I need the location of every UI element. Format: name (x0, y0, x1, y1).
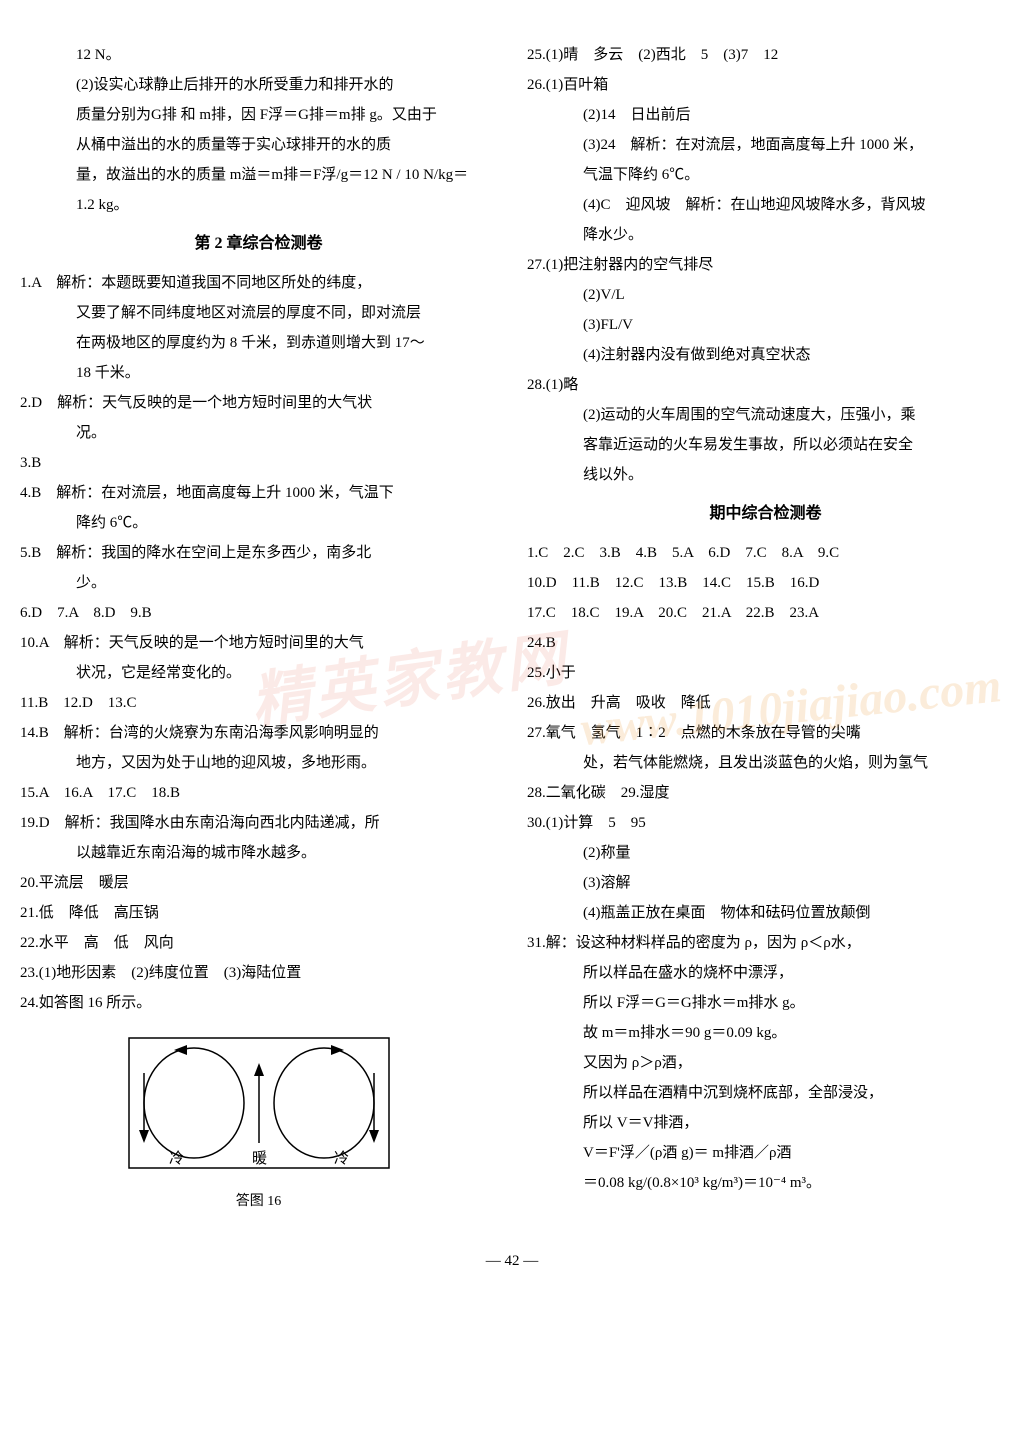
page-number: — 42 — (20, 1246, 1004, 1276)
answer-line: 24.如答图 16 所示。 (20, 988, 497, 1018)
answer-line: 所以样品在酒精中沉到烧杯底部，全部浸没， (527, 1078, 1004, 1108)
text-line: 1.2 kg。 (20, 190, 497, 220)
answer-line: (2)运动的火车周围的空气流动速度大，压强小，乘 (527, 400, 1004, 430)
answer-line: (3)24 解析：在对流层，地面高度每上升 1000 米， (527, 130, 1004, 160)
answer-line: 故 m＝m排水＝90 g＝0.09 kg。 (527, 1018, 1004, 1048)
text-line: 量，故溢出的水的质量 m溢＝m排＝F浮/g＝12 N / 10 N/kg＝ (20, 160, 497, 190)
text-line: (2)设实心球静止后排开的水所受重力和排开水的 (20, 70, 497, 100)
answer-line: 5.B 解析：我国的降水在空间上是东多西少，南多北 (20, 538, 497, 568)
answer-line: ＝0.08 kg/(0.8×10³ kg/m³)＝10⁻⁴ m³。 (527, 1168, 1004, 1198)
answer-line: 25.(1)晴 多云 (2)西北 5 (3)7 12 (527, 40, 1004, 70)
answer-line: 处，若气体能燃烧，且发出淡蓝色的火焰，则为氢气 (527, 748, 1004, 778)
answer-line: (2)14 日出前后 (527, 100, 1004, 130)
answer-line: 27.氧气 氢气 1∶2 点燃的木条放在导管的尖嘴 (527, 718, 1004, 748)
answer-line: 所以样品在盛水的烧杯中漂浮， (527, 958, 1004, 988)
answer-line: 23.(1)地形因素 (2)纬度位置 (3)海陆位置 (20, 958, 497, 988)
answer-line: 况。 (20, 418, 497, 448)
answer-line: V＝F'浮／(ρ酒 g)＝ m排酒／ρ酒 (527, 1138, 1004, 1168)
answer-line: 25.小于 (527, 658, 1004, 688)
answer-line: 20.平流层 暖层 (20, 868, 497, 898)
answer-line: 又因为 ρ＞ρ酒， (527, 1048, 1004, 1078)
answer-line: 又要了解不同纬度地区对流层的厚度不同，即对流层 (20, 298, 497, 328)
answer-line: 地方，又因为处于山地的迎风坡，多地形雨。 (20, 748, 497, 778)
diagram-svg: 冷 暖 冷 (119, 1028, 399, 1188)
section-title: 第 2 章综合检测卷 (20, 228, 497, 260)
answer-line: (2)称量 (527, 838, 1004, 868)
answer-line: 客靠近运动的火车易发生事故，所以必须站在安全 (527, 430, 1004, 460)
answer-line: 气温下降约 6℃。 (527, 160, 1004, 190)
text-line: 从桶中溢出的水的质量等于实心球排开的水的质 (20, 130, 497, 160)
answer-line: 以越靠近东南沿海的城市降水越多。 (20, 838, 497, 868)
answer-line: 降约 6℃。 (20, 508, 497, 538)
answer-line: 3.B (20, 448, 497, 478)
answer-line: (4)注射器内没有做到绝对真空状态 (527, 340, 1004, 370)
answer-line: 21.低 降低 高压锅 (20, 898, 497, 928)
answer-line: 28.二氧化碳 29.湿度 (527, 778, 1004, 808)
answer-line: 10.D 11.B 12.C 13.B 14.C 15.B 16.D (527, 568, 1004, 598)
answer-line: 1.A 解析：本题既要知道我国不同地区所处的纬度， (20, 268, 497, 298)
answer-line: 27.(1)把注射器内的空气排尽 (527, 250, 1004, 280)
answer-line: 26.放出 升高 吸收 降低 (527, 688, 1004, 718)
diagram-label-cold-right: 冷 (334, 1150, 349, 1167)
diagram-label-cold-left: 冷 (169, 1150, 184, 1167)
answer-line: 状况，它是经常变化的。 (20, 658, 497, 688)
diagram-label-warm: 暖 (252, 1150, 267, 1167)
answer-line: 11.B 12.D 13.C (20, 688, 497, 718)
answer-line: 18 千米。 (20, 358, 497, 388)
left-column: 12 N。 (2)设实心球静止后排开的水所受重力和排开水的 质量分别为G排 和 … (20, 40, 497, 1226)
section-title: 期中综合检测卷 (527, 498, 1004, 530)
answer-line: 在两极地区的厚度约为 8 千米，到赤道则增大到 17～ (20, 328, 497, 358)
answer-line: 14.B 解析：台湾的火烧寮为东南沿海季风影响明显的 (20, 718, 497, 748)
answer-line: 2.D 解析：天气反映的是一个地方短时间里的大气状 (20, 388, 497, 418)
answer-line: (3)FL/V (527, 310, 1004, 340)
answer-line: 26.(1)百叶箱 (527, 70, 1004, 100)
two-column-layout: 12 N。 (2)设实心球静止后排开的水所受重力和排开水的 质量分别为G排 和 … (20, 40, 1004, 1226)
answer-line: (4)C 迎风坡 解析：在山地迎风坡降水多，背风坡 (527, 190, 1004, 220)
answer-line: 线以外。 (527, 460, 1004, 490)
answer-line: 所以 V＝V排酒， (527, 1108, 1004, 1138)
text-line: 12 N。 (20, 40, 497, 70)
answer-line: 所以 F浮＝G＝G排水＝m排水 g。 (527, 988, 1004, 1018)
answer-line: 4.B 解析：在对流层，地面高度每上升 1000 米，气温下 (20, 478, 497, 508)
answer-line: 降水少。 (527, 220, 1004, 250)
answer-line: (3)溶解 (527, 868, 1004, 898)
answer-line: 15.A 16.A 17.C 18.B (20, 778, 497, 808)
answer-line: 19.D 解析：我国降水由东南沿海向西北内陆递减，所 (20, 808, 497, 838)
answer-line: 17.C 18.C 19.A 20.C 21.A 22.B 23.A (527, 598, 1004, 628)
answer-line: 1.C 2.C 3.B 4.B 5.A 6.D 7.C 8.A 9.C (527, 538, 1004, 568)
text-line: 质量分别为G排 和 m排，因 F浮＝G排＝m排 g。又由于 (20, 100, 497, 130)
diagram-caption: 答图 16 (20, 1188, 497, 1216)
convection-diagram: 冷 暖 冷 答图 16 (20, 1028, 497, 1216)
answer-line: 10.A 解析：天气反映的是一个地方短时间里的大气 (20, 628, 497, 658)
answer-line: 22.水平 高 低 风向 (20, 928, 497, 958)
answer-line: 31.解：设这种材料样品的密度为 ρ，因为 ρ＜ρ水， (527, 928, 1004, 958)
answer-line: (4)瓶盖正放在桌面 物体和砝码位置放颠倒 (527, 898, 1004, 928)
right-column: 25.(1)晴 多云 (2)西北 5 (3)7 12 26.(1)百叶箱 (2)… (527, 40, 1004, 1226)
answer-line: 30.(1)计算 5 95 (527, 808, 1004, 838)
answer-line: 28.(1)略 (527, 370, 1004, 400)
answer-line: 6.D 7.A 8.D 9.B (20, 598, 497, 628)
answer-line: (2)V/L (527, 280, 1004, 310)
answer-line: 24.B (527, 628, 1004, 658)
answer-line: 少。 (20, 568, 497, 598)
